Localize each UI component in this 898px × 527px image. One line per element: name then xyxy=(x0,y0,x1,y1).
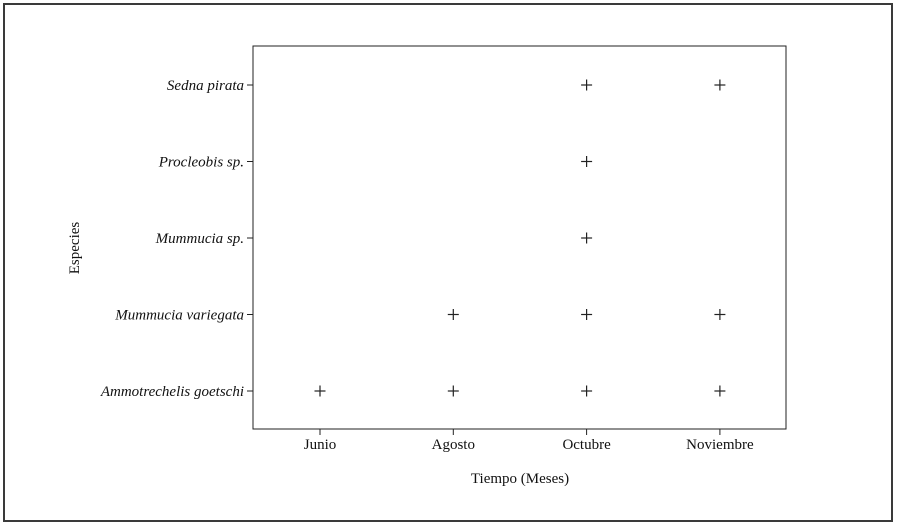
data-point-plus xyxy=(447,385,459,397)
y-tick-label: Sedna pirata xyxy=(167,78,244,94)
data-point-plus xyxy=(581,232,593,244)
data-point-plus xyxy=(314,385,326,397)
plot-area-border xyxy=(252,45,787,430)
data-points xyxy=(314,79,726,397)
x-tick-label: Agosto xyxy=(432,437,475,453)
data-point-plus xyxy=(714,385,726,397)
y-tick-label: Ammotrechelis goetschi xyxy=(100,384,244,400)
data-point-plus xyxy=(581,79,593,91)
y-tick-label: Procleobis sp. xyxy=(158,155,244,171)
figure-frame xyxy=(3,3,893,522)
data-point-plus xyxy=(714,309,726,320)
data-point-plus xyxy=(581,309,593,320)
x-axis: Junio Agosto Octubre Noviembre xyxy=(304,429,754,453)
y-tick-label: Mummucia variegata xyxy=(114,308,244,324)
data-point-plus xyxy=(581,156,593,167)
data-point-plus xyxy=(581,385,593,397)
data-point-plus xyxy=(447,309,459,320)
x-axis-label: Tiempo (Meses) xyxy=(471,471,569,487)
y-axis-label: Especies xyxy=(67,222,83,275)
y-tick-label: Mummucia sp. xyxy=(155,231,244,247)
x-tick-label: Noviembre xyxy=(686,437,754,453)
data-point-plus xyxy=(714,79,726,91)
x-tick-label: Octubre xyxy=(562,437,611,453)
x-tick-label: Junio xyxy=(304,437,337,453)
y-axis: Ammotrechelis goetschi Mummucia variegata… xyxy=(100,78,253,400)
